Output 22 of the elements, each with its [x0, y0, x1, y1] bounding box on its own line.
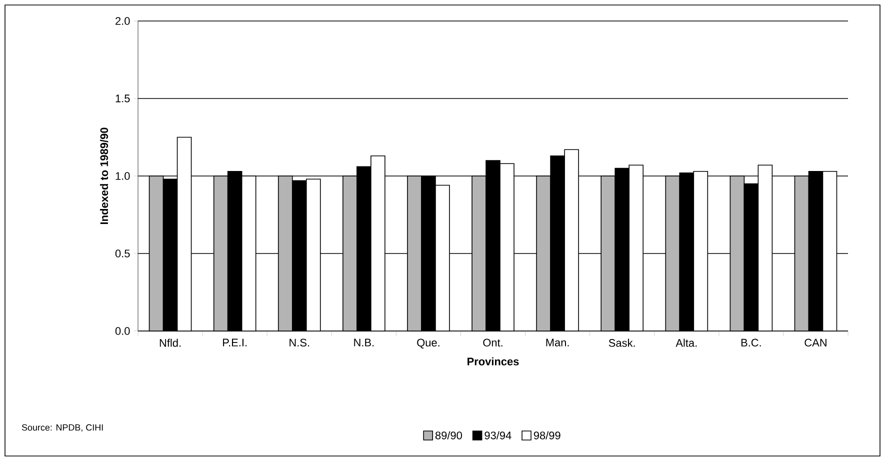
x-tick-label: N.B. [354, 338, 374, 346]
y-tick-label: 1.5 [116, 94, 130, 102]
x-tick-label: Sask. [608, 338, 635, 347]
y-tick-label: 0.0 [115, 327, 130, 335]
y-tick-label: 1.0 [116, 172, 130, 180]
x-axis-title: Provinces [468, 357, 519, 366]
x-tick-label: Que. [417, 338, 440, 348]
x-tick-label: N.S. [290, 338, 310, 347]
legend-label: 93/94 [484, 431, 512, 440]
x-tick-label: Alta. [676, 338, 697, 347]
x-tick-label: Ont. [483, 338, 502, 347]
y-tick-label: 2.0 [116, 17, 130, 25]
y-axis-title: Indexed to 1989/90 [100, 128, 108, 224]
legend-label: 89/90 [435, 431, 462, 440]
source-note: Source: NPDB, CIHI [22, 424, 103, 432]
x-tick-label: B.C. [741, 338, 761, 347]
x-tick-label: Nfld. [160, 338, 181, 347]
y-tick-label: 0.5 [115, 250, 130, 258]
x-tick-label: Man. [546, 338, 569, 346]
x-tick-label: P.E.I. [223, 338, 247, 346]
x-tick-label: CAN [804, 338, 826, 347]
legend-label: 98/99 [534, 431, 560, 440]
